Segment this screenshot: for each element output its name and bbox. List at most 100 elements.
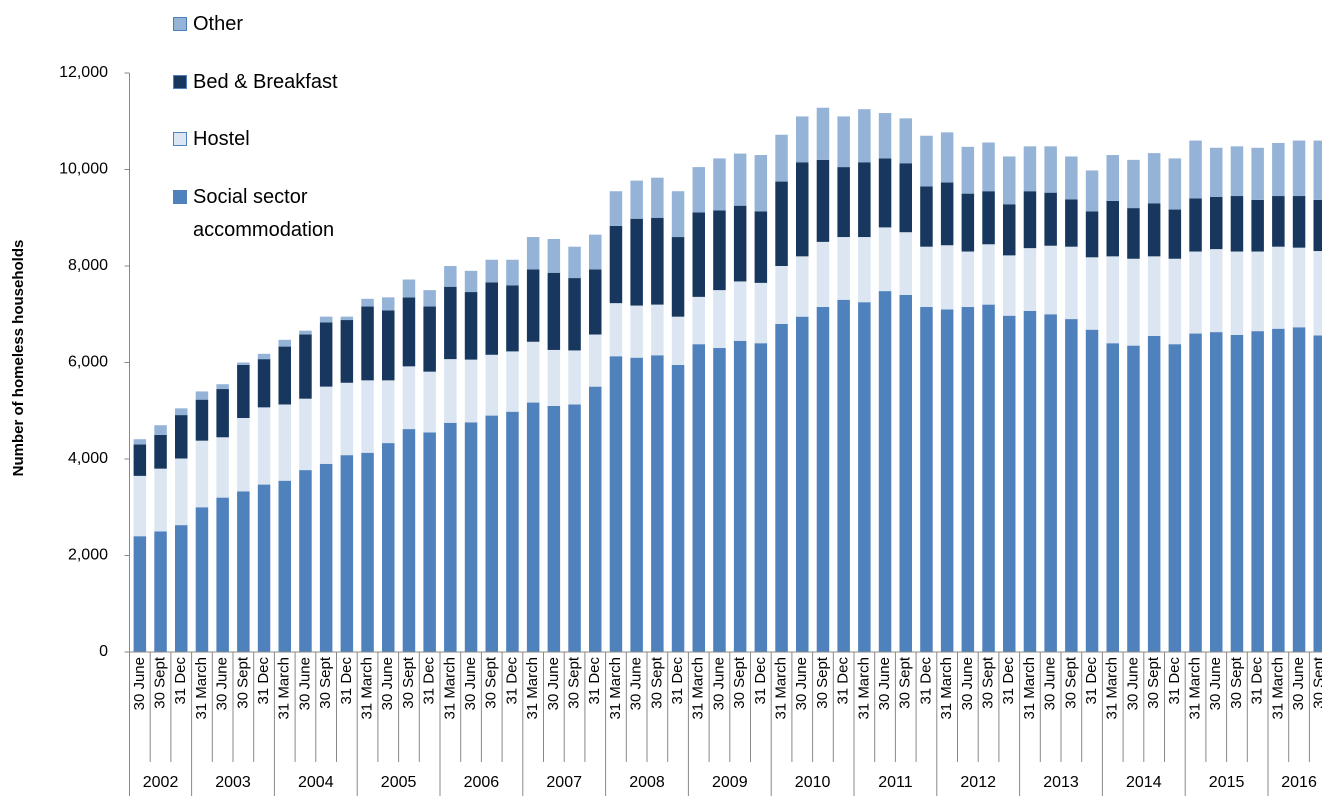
bar-segment xyxy=(1106,200,1119,257)
bar-segment xyxy=(733,205,747,282)
x-tick-label: 31 March xyxy=(773,657,790,720)
x-tick-label: 31 Dec xyxy=(338,657,355,705)
bar-segment xyxy=(1106,343,1119,652)
legend-item: Hostel xyxy=(173,123,393,156)
bar-segment xyxy=(1085,170,1099,212)
bar-segment xyxy=(568,350,581,405)
bar-segment xyxy=(1023,310,1037,652)
bar-segment xyxy=(1168,258,1182,345)
bar-segment xyxy=(1292,327,1306,652)
bar-segment xyxy=(299,334,312,399)
x-tick-label: 31 Dec xyxy=(172,657,189,705)
bar-segment xyxy=(257,359,271,408)
year-label: 2013 xyxy=(1043,774,1079,791)
bar-segment xyxy=(1189,140,1202,199)
bar-segment xyxy=(1210,147,1223,198)
bar-segment xyxy=(382,380,395,444)
bar-segment xyxy=(1127,159,1140,209)
x-tick-label: 31 Dec xyxy=(1000,657,1017,705)
year-label: 2010 xyxy=(795,774,831,791)
bar-segment xyxy=(485,354,498,416)
bar-segment xyxy=(899,294,912,652)
bar-segment xyxy=(754,211,768,283)
bar-segment xyxy=(1168,158,1182,210)
bar-segment xyxy=(423,371,436,433)
bar-segment xyxy=(816,241,830,308)
x-tick-label: 30 Sept xyxy=(897,656,914,709)
bar-segment xyxy=(1230,251,1244,335)
bar-segment xyxy=(982,244,995,305)
x-tick-label: 30 June xyxy=(628,657,645,710)
bar-segment xyxy=(485,259,498,283)
bar-segment xyxy=(671,364,685,652)
x-tick-label: 31 March xyxy=(607,657,624,720)
year-label: 2014 xyxy=(1126,774,1162,791)
bar-segment xyxy=(257,484,271,652)
bar-segment xyxy=(1292,247,1306,328)
bar-segment xyxy=(630,218,643,306)
legend-item: Other xyxy=(173,8,393,41)
x-tick-label: 31 Dec xyxy=(586,657,603,705)
y-tick-label: 6,000 xyxy=(68,354,108,371)
bar-segment xyxy=(754,155,768,212)
year-label: 2008 xyxy=(629,774,665,791)
bar-segment xyxy=(920,307,933,652)
bar-segment xyxy=(1189,333,1202,652)
bar-segment xyxy=(858,302,871,652)
bar-segment xyxy=(278,339,291,347)
x-tick-label: 30 Sept xyxy=(1228,656,1245,709)
x-tick-label: 30 Sept xyxy=(1311,656,1322,709)
bar-segment xyxy=(609,356,623,652)
x-tick-label: 30 Sept xyxy=(1145,656,1162,709)
x-tick-label: 30 June xyxy=(1042,657,1059,710)
bar-segment xyxy=(195,440,209,508)
bar-segment xyxy=(340,455,354,652)
bar-segment xyxy=(1147,203,1161,257)
year-label: 2015 xyxy=(1209,774,1245,791)
bar-segment xyxy=(423,306,436,372)
legend-item: Social sector accommodation xyxy=(173,181,393,247)
x-tick-label: 30 June xyxy=(959,657,976,710)
bar-segment xyxy=(464,422,478,652)
bar-segment xyxy=(216,389,229,438)
x-tick-label: 30 June xyxy=(214,657,231,710)
bar-segment xyxy=(692,296,705,345)
bar-segment xyxy=(485,415,498,652)
x-tick-label: 31 Dec xyxy=(421,657,438,705)
bar-segment xyxy=(444,266,457,287)
bar-segment xyxy=(133,536,147,652)
x-tick-label: 31 Dec xyxy=(503,657,520,705)
bar-segment xyxy=(444,286,457,360)
x-tick-label: 31 March xyxy=(441,657,458,720)
x-tick-label: 31 Dec xyxy=(917,657,934,705)
bar-segment xyxy=(837,299,850,652)
bar-segment xyxy=(961,307,975,652)
bar-segment xyxy=(299,330,312,335)
year-label: 2009 xyxy=(712,774,748,791)
bar-segment xyxy=(1251,331,1264,652)
bar-segment xyxy=(837,167,850,238)
bar-segment xyxy=(816,107,830,160)
bar-segment xyxy=(1127,208,1140,259)
bar-segment xyxy=(526,402,540,652)
bar-segment xyxy=(382,310,395,381)
year-label: 2006 xyxy=(464,774,500,791)
bar-segment xyxy=(1065,246,1078,320)
bar-segment xyxy=(1044,146,1057,193)
bar-segment xyxy=(733,340,747,652)
bar-segment xyxy=(568,278,581,351)
bar-segment xyxy=(526,341,540,403)
x-tick-label: 31 March xyxy=(690,657,707,720)
bar-segment xyxy=(423,290,436,307)
bar-segment xyxy=(1251,147,1264,200)
bar-segment xyxy=(568,246,581,279)
bar-segment xyxy=(651,304,664,356)
x-tick-label: 30 Sept xyxy=(980,656,997,709)
bar-segment xyxy=(940,182,954,246)
x-tick-label: 31 Dec xyxy=(1249,657,1266,705)
bar-segment xyxy=(920,246,933,308)
bar-segment xyxy=(1147,335,1161,652)
bar-segment xyxy=(1189,198,1202,252)
x-tick-label: 30 June xyxy=(545,657,562,710)
